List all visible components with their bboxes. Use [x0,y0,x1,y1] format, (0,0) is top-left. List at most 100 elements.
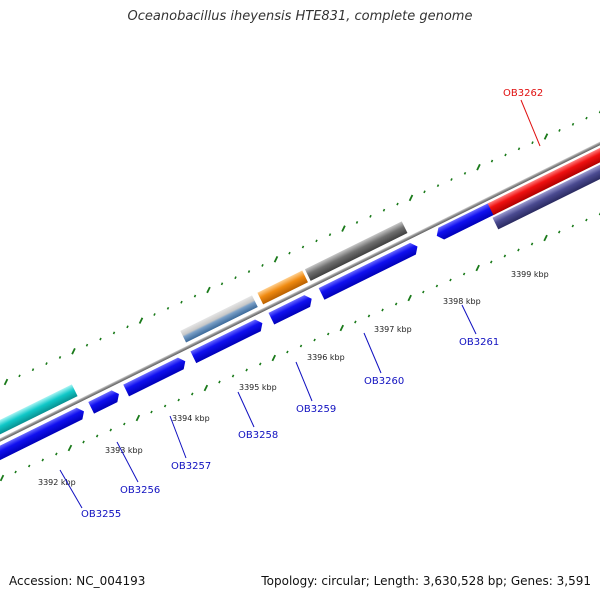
gene-label-ob3256[interactable]: OB3256 [120,485,160,496]
outer-tick-ring [3,110,600,386]
minor-tick [153,313,156,316]
minor-tick [231,374,235,378]
minor-tick [490,159,494,163]
minor-tick [530,242,534,246]
gene-label-ob3255[interactable]: OB3255 [81,509,121,520]
minor-tick [313,338,316,342]
minor-tick [58,356,62,359]
minor-tick [245,368,248,372]
minor-tick [85,343,89,347]
minor-tick [382,208,386,212]
gene-arrow-ob3261[interactable] [434,202,497,242]
minor-tick [394,302,398,306]
minor-tick [82,440,85,444]
gene-arrow-ob3257[interactable] [123,355,188,397]
major-tick [138,317,144,324]
major-tick [3,378,9,386]
minor-tick [503,254,507,258]
minor-tick [18,374,21,378]
minor-tick [112,331,116,335]
gene-label-ob3259[interactable]: OB3259 [296,404,336,415]
minor-tick [247,270,251,273]
major-tick [543,133,549,140]
minor-tick [435,284,439,288]
tick-label: 3398 kbp [443,297,481,306]
gene-arrow-ob3256[interactable] [88,388,122,414]
minor-tick [180,300,183,304]
minor-tick [14,470,17,474]
minor-tick [150,410,153,414]
gene-arrow-ob3255[interactable] [0,384,78,445]
gene-arrow-ob3262-outer[interactable] [492,146,600,230]
minor-tick [423,190,426,194]
minor-tick [234,276,237,280]
leader-line [116,441,139,483]
minor-tick [504,153,507,157]
tick-label: 3395 kbp [239,383,277,392]
leader-line [461,304,477,335]
leader-line [295,361,313,402]
minor-tick [299,344,303,348]
minor-tick [55,452,58,456]
major-tick [203,384,209,392]
minor-tick [177,398,180,402]
minor-tick [449,278,452,282]
gene-label-ob3258[interactable]: OB3258 [238,430,278,441]
minor-tick [517,248,520,252]
minor-tick [557,230,561,234]
gene-arrow-ob3258-minus[interactable] [180,295,258,343]
minor-tick [126,325,129,329]
major-tick [476,163,481,171]
gene-arrow-ob3254[interactable] [0,405,87,465]
minor-tick [422,290,425,294]
minor-tick [220,282,224,286]
minor-tick [301,245,305,249]
major-tick [408,194,414,202]
accession-text: Accession: NC_004193 [9,574,146,588]
minor-tick [95,434,99,438]
genome-backbone [0,128,600,451]
minor-tick [41,458,45,462]
minor-tick [571,224,575,228]
gene-arrow-ob3258[interactable] [190,317,265,364]
major-tick [67,444,73,452]
minor-tick [517,147,521,151]
major-tick [206,286,211,294]
minor-tick [381,308,384,312]
leader-line [169,415,187,459]
gene-label-ob3261[interactable]: OB3261 [459,337,499,348]
minor-tick [109,428,113,432]
leader-line [520,99,541,147]
gene-arrow-ob3260-minus[interactable] [304,221,408,281]
gene-label-ob3257[interactable]: OB3257 [171,461,211,472]
minor-tick [558,128,561,132]
gene-arrow-ob3259[interactable] [268,293,314,325]
minor-tick [585,116,588,120]
gene-label-ob3262[interactable]: OB3262 [503,88,543,99]
major-tick [341,225,346,232]
minor-tick [31,368,35,372]
map-title: Oceanobacillus iheyensis HTE831, complet… [127,9,473,24]
minor-tick [436,184,440,188]
tick-label: 3396 kbp [307,353,345,362]
major-tick [339,324,345,332]
gene-arrow-ob3260[interactable] [318,241,421,300]
minor-tick [585,218,588,222]
minor-tick [261,263,264,267]
tick-labels: 3392 kbp 3393 kbp 3394 kbp 3395 kbp 3396… [38,270,549,487]
major-tick [543,234,548,242]
minor-tick [571,122,575,126]
gene-arrow-ob3259-minus[interactable] [257,270,308,305]
minor-tick [218,380,221,384]
minor-tick [462,272,466,276]
minor-tick [166,306,170,310]
major-tick [135,414,141,422]
minor-tick [286,350,289,354]
major-tick [407,294,412,302]
gene-label-ob3260[interactable]: OB3260 [364,376,404,387]
minor-tick [190,392,194,396]
minor-tick [288,251,291,255]
leader-line [59,469,83,509]
major-tick [475,264,480,272]
